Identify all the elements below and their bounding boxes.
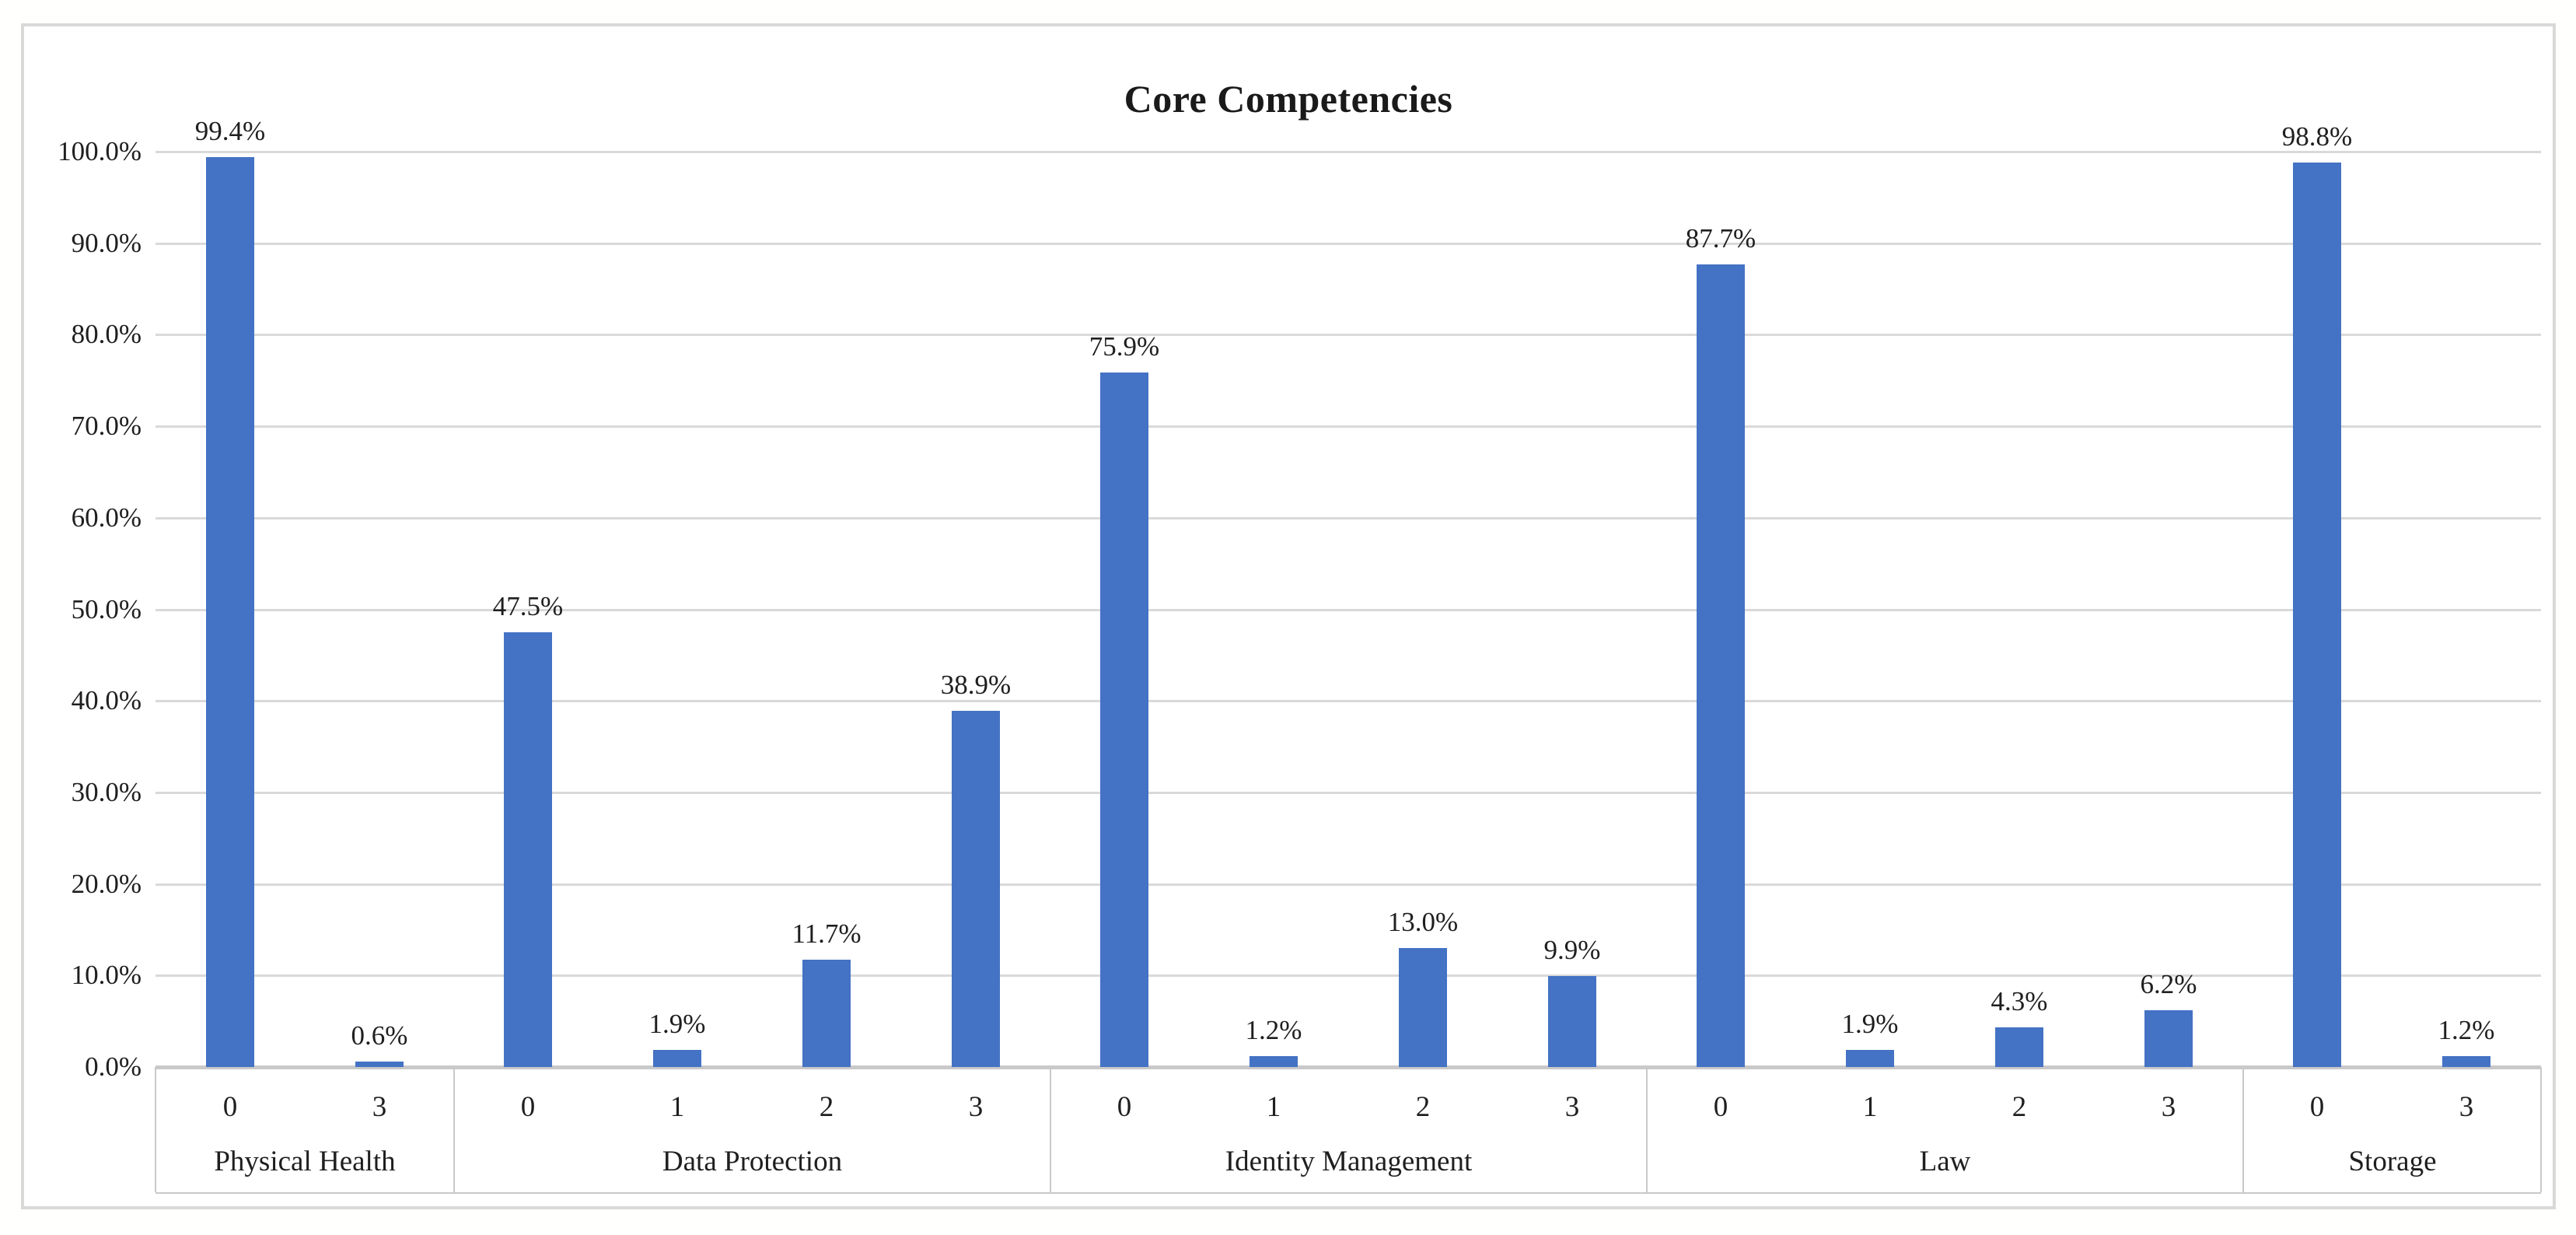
chart-frame: Core Competencies 0.0% 10.0% 20.0% 30.0% 40.… bbox=[21, 23, 2556, 1209]
bar-value-label: 13.0% bbox=[1387, 907, 1459, 937]
bar-value-label: 0.6% bbox=[351, 1020, 408, 1051]
group-divider-line bbox=[1050, 1067, 1051, 1192]
y-axis-tick-label: 70.0% bbox=[71, 411, 142, 442]
x-axis-tick-label: 0 bbox=[222, 1091, 238, 1123]
y-axis-tick-label: 80.0% bbox=[71, 319, 142, 350]
bar-value-label: 1.9% bbox=[1841, 1009, 1899, 1039]
y-axis-tick-label: 40.0% bbox=[71, 685, 142, 716]
gridline bbox=[156, 608, 2541, 611]
x-axis-tick-label: 1 bbox=[1266, 1091, 1281, 1123]
bar bbox=[2144, 1010, 2193, 1067]
bar bbox=[2293, 163, 2341, 1067]
group-divider-line bbox=[155, 1067, 156, 1192]
y-axis-tick-label: 90.0% bbox=[71, 227, 142, 258]
bar bbox=[952, 711, 1000, 1067]
x-axis-group-label: Storage bbox=[2348, 1146, 2437, 1177]
bar-value-label: 6.2% bbox=[2140, 969, 2197, 999]
x-axis-tick-label: 3 bbox=[2459, 1091, 2474, 1123]
x-axis-tick-label: 0 bbox=[1117, 1091, 1132, 1123]
bar bbox=[1995, 1027, 2043, 1067]
x-axis-group-label: Identity Management bbox=[1225, 1146, 1473, 1177]
group-divider-line bbox=[453, 1067, 455, 1192]
gridline bbox=[156, 516, 2541, 520]
gridline bbox=[156, 700, 2541, 703]
bar bbox=[355, 1062, 404, 1067]
group-divider-line bbox=[1646, 1067, 1648, 1192]
bar-value-label: 4.3% bbox=[1991, 986, 2048, 1016]
x-axis-tick-label: 0 bbox=[2309, 1091, 2325, 1123]
x-axis-tick-label: 3 bbox=[2161, 1091, 2176, 1123]
bar-value-label: 47.5% bbox=[492, 591, 564, 621]
bar-value-label: 98.8% bbox=[2281, 121, 2353, 152]
bar-value-label: 1.9% bbox=[648, 1009, 706, 1039]
gridline bbox=[156, 974, 2541, 978]
bar bbox=[504, 632, 552, 1067]
x-axis-group-label: Data Protection bbox=[662, 1146, 843, 1177]
bar bbox=[206, 157, 254, 1067]
x-axis-tick-label: 1 bbox=[669, 1091, 685, 1123]
x-axis-tick-label: 2 bbox=[819, 1091, 834, 1123]
gridline bbox=[156, 425, 2541, 429]
y-axis-tick-label: 100.0% bbox=[58, 136, 142, 166]
x-axis-tick-label: 2 bbox=[2012, 1091, 2027, 1123]
bar bbox=[802, 960, 851, 1067]
y-axis-tick-label: 50.0% bbox=[71, 593, 142, 624]
x-axis-tick-label: 3 bbox=[1564, 1091, 1580, 1123]
x-axis-tick-label: 1 bbox=[1862, 1091, 1878, 1123]
bar bbox=[1399, 948, 1447, 1067]
group-divider-line bbox=[2242, 1067, 2244, 1192]
group-divider-line bbox=[2540, 1067, 2542, 1192]
x-axis-group-label: Law bbox=[1919, 1146, 1971, 1177]
x-axis-tick-label: 3 bbox=[372, 1091, 387, 1123]
y-axis-tick-label: 10.0% bbox=[71, 960, 142, 991]
gridline bbox=[156, 334, 2541, 337]
x-axis-group-label: Physical Health bbox=[214, 1146, 396, 1177]
bar-value-label: 75.9% bbox=[1089, 331, 1160, 362]
bar bbox=[1548, 976, 1596, 1067]
x-axis-tick-label: 0 bbox=[1713, 1091, 1728, 1123]
bar-value-label: 11.7% bbox=[792, 918, 862, 949]
gridline bbox=[156, 791, 2541, 794]
bar-value-label: 99.4% bbox=[194, 116, 266, 146]
bar bbox=[2442, 1056, 2490, 1067]
x-axis-tick-label: 0 bbox=[520, 1091, 536, 1123]
bar-value-label: 1.2% bbox=[1245, 1015, 1302, 1045]
bar bbox=[1100, 373, 1148, 1067]
bar bbox=[1846, 1050, 1894, 1067]
x-axis-line bbox=[156, 1065, 2541, 1069]
y-axis-tick-label: 30.0% bbox=[71, 776, 142, 807]
x-axis-tick-label: 2 bbox=[1415, 1091, 1431, 1123]
chart-title: Core Competencies bbox=[1124, 77, 1453, 121]
bar-value-label: 1.2% bbox=[2438, 1015, 2495, 1045]
y-axis-tick-label: 20.0% bbox=[71, 868, 142, 899]
axis-table-bottom-line bbox=[156, 1192, 2541, 1194]
bar-value-label: 87.7% bbox=[1685, 223, 1756, 254]
bar-value-label: 9.9% bbox=[1543, 935, 1601, 965]
bar bbox=[1250, 1056, 1298, 1067]
gridline bbox=[156, 242, 2541, 245]
bar bbox=[653, 1050, 701, 1067]
y-axis-tick-label: 60.0% bbox=[71, 502, 142, 533]
bar-value-label: 38.9% bbox=[940, 670, 1012, 700]
bar bbox=[1697, 264, 1745, 1067]
gridline bbox=[156, 883, 2541, 886]
gridline bbox=[156, 151, 2541, 153]
y-axis-tick-label: 0.0% bbox=[85, 1051, 142, 1082]
x-axis-tick-label: 3 bbox=[968, 1091, 984, 1123]
